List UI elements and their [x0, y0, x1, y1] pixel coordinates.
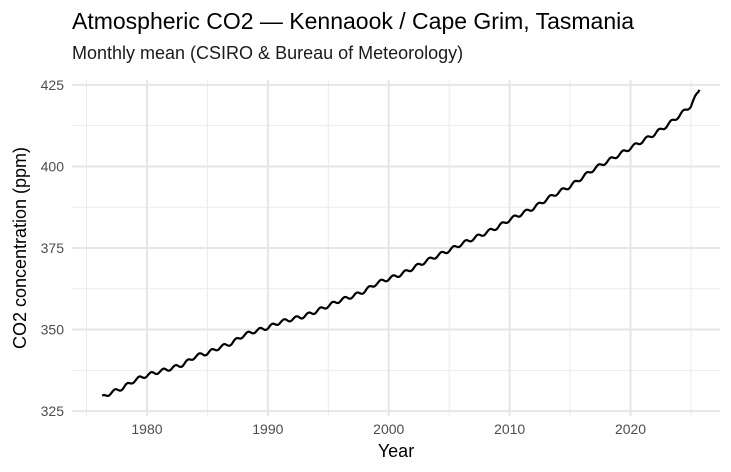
- y-tick-label: 325: [41, 403, 65, 419]
- x-tick-label: 2000: [373, 421, 404, 437]
- x-axis-label: Year: [378, 441, 414, 461]
- chart-subtitle: Monthly mean (CSIRO & Bureau of Meteorol…: [72, 43, 464, 63]
- y-tick-label: 425: [41, 77, 65, 93]
- series-line: [101, 89, 701, 397]
- y-tick-label: 350: [41, 322, 65, 338]
- y-axis-ticks: 325 350 375 400 425: [41, 77, 65, 419]
- y-tick-label: 375: [41, 240, 65, 256]
- grid: [72, 80, 720, 416]
- series-lines: [101, 89, 701, 397]
- x-axis-ticks: 1980 1990 2000 2010 2020: [131, 421, 646, 437]
- chart-title: Atmospheric CO2 — Kennaook / Cape Grim, …: [72, 8, 635, 34]
- y-tick-label: 400: [41, 158, 65, 174]
- y-axis-label: CO2 concentration (ppm): [10, 147, 30, 349]
- x-tick-label: 2020: [615, 421, 646, 437]
- x-tick-label: 1990: [252, 421, 283, 437]
- x-tick-label: 2010: [494, 421, 525, 437]
- x-tick-label: 1980: [131, 421, 162, 437]
